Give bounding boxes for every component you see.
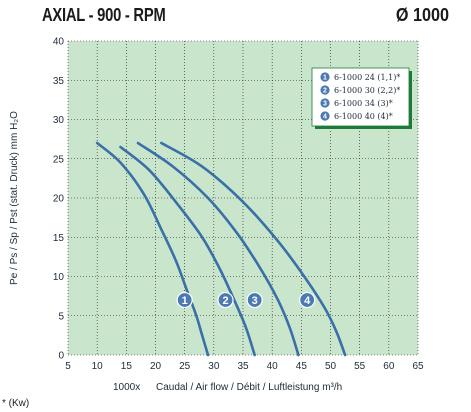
legend-entry-1: 6-1000 24 (1,1)* [334, 73, 400, 82]
y-tick-label: 10 [53, 272, 65, 283]
legend-entry-2: 6-1000 30 (2,2)* [334, 86, 400, 95]
series-marker-4 [299, 291, 316, 309]
series-lines [95, 141, 347, 357]
x-axis-prefix: 1000x [113, 382, 140, 393]
y-axis-label: Pe / Ps / Sp / Pst (stat. Druck) mm H₂O [9, 111, 20, 285]
legend-entry-3: 6-1000 34 (3)* [334, 99, 393, 108]
x-tick-label: 60 [383, 361, 395, 372]
legend-entry-4: 6-1000 40 (4)* [334, 112, 393, 121]
chart-header: AXIAL - 900 - RPM Ø 1000 [0, 0, 471, 28]
series-markers: 1 2 3 4 [176, 291, 316, 309]
series-marker-label: 2 [222, 295, 228, 307]
chart-heading: AXIAL - 900 - RPM [42, 5, 166, 25]
legend-marker-label: 1 [323, 75, 327, 82]
series-marker-label: 4 [304, 295, 311, 307]
legend-marker-label: 3 [323, 101, 327, 108]
legend-marker-2 [320, 85, 330, 95]
legend-marker-label: 2 [323, 88, 327, 95]
series-line-1 [95, 141, 210, 357]
y-tick-label: 20 [53, 194, 65, 205]
footnote: * (Kw) [2, 398, 30, 409]
series-marker-label: 1 [182, 295, 188, 307]
series-marker-1 [176, 291, 193, 309]
series-marker-label: 3 [252, 295, 258, 307]
y-tick-label: 35 [53, 76, 65, 87]
legend-marker-3 [320, 98, 330, 108]
y-tick-label: 25 [53, 154, 65, 165]
x-tick-label: 35 [237, 361, 249, 372]
x-tick-label: 45 [296, 361, 308, 372]
diameter-label: Ø 1000 [395, 5, 449, 25]
y-tick-label: 5 [58, 311, 64, 322]
x-tick-label: 30 [208, 361, 220, 372]
series-marker-3 [246, 291, 263, 309]
grid [67, 40, 419, 356]
legend-marker-label: 4 [323, 114, 327, 121]
x-tick-label: 50 [325, 361, 337, 372]
x-tick-label: 20 [150, 361, 162, 372]
y-tick-label: 40 [53, 37, 65, 48]
y-tick-label: 0 [58, 351, 64, 362]
legend-marker-4 [320, 111, 330, 121]
x-tick-label: 40 [267, 361, 279, 372]
y-tick-label: 15 [53, 233, 65, 244]
x-tick-label: 25 [179, 361, 191, 372]
x-tick-label: 5 [65, 361, 71, 372]
y-tick-label: 30 [53, 115, 65, 126]
series-marker-2 [217, 291, 234, 309]
series-line-4 [160, 141, 347, 357]
legend-marker-1 [320, 72, 330, 82]
series-line-3 [136, 141, 300, 357]
series-line-2 [119, 145, 256, 357]
y-tick-labels: 0 5 10 15 20 25 30 35 40 [53, 37, 65, 362]
x-tick-label: 15 [121, 361, 133, 372]
x-tick-label: 55 [354, 361, 366, 372]
x-tick-label: 10 [92, 361, 104, 372]
x-tick-label: 65 [412, 361, 424, 372]
legend: 1 6-1000 24 (1,1)* 2 6-1000 30 (2,2)* 3 6-100… [311, 67, 412, 129]
x-axis-label: Caudal / Air flow / Débit / Luftleistung… [156, 382, 342, 393]
x-tick-labels: 5 10 15 20 25 30 35 40 45 50 55 60 65 [65, 361, 424, 372]
